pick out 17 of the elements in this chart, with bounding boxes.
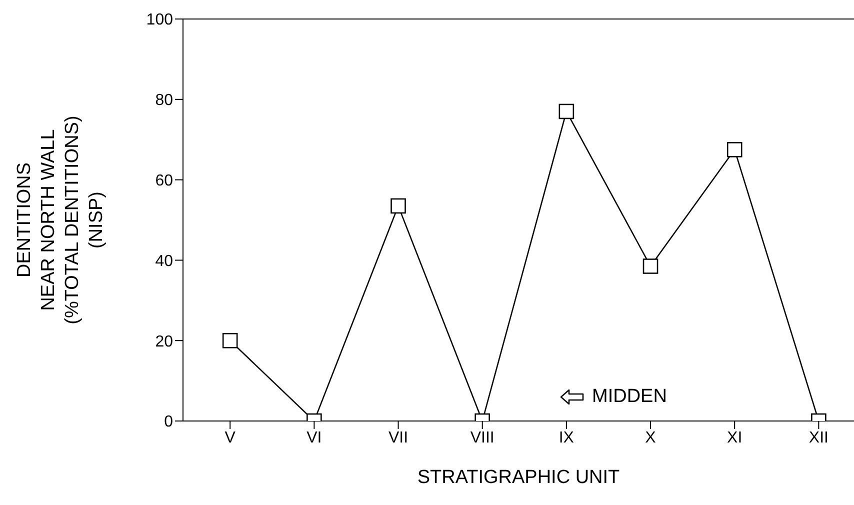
x-tick-label: VI xyxy=(306,429,322,446)
x-tick-label: XI xyxy=(727,429,742,446)
y-tick-label: 20 xyxy=(155,333,174,350)
annotation: MIDDEN xyxy=(592,386,667,408)
x-tick-label: X xyxy=(645,429,656,446)
y-tick-label: 60 xyxy=(155,172,174,190)
y-tick-label: 40 xyxy=(155,252,174,270)
x-tick-label: V xyxy=(224,429,236,446)
y-tick-label: 0 xyxy=(164,414,174,431)
x-axis-title: STRATIGRAPHIC UNIT xyxy=(417,467,620,488)
x-tick-label: VIII xyxy=(470,429,494,446)
y-tick-label: 100 xyxy=(146,12,174,29)
x-tick-label: IX xyxy=(558,429,574,446)
y-axis-title: DENTITIONS NEAR NORTH WALL (%TOTAL DENTITIONS) (NISP) xyxy=(14,116,107,324)
x-tick-label: XII xyxy=(808,429,828,446)
x-tick-label: VII xyxy=(388,429,408,446)
y-tick-label: 80 xyxy=(155,92,174,110)
